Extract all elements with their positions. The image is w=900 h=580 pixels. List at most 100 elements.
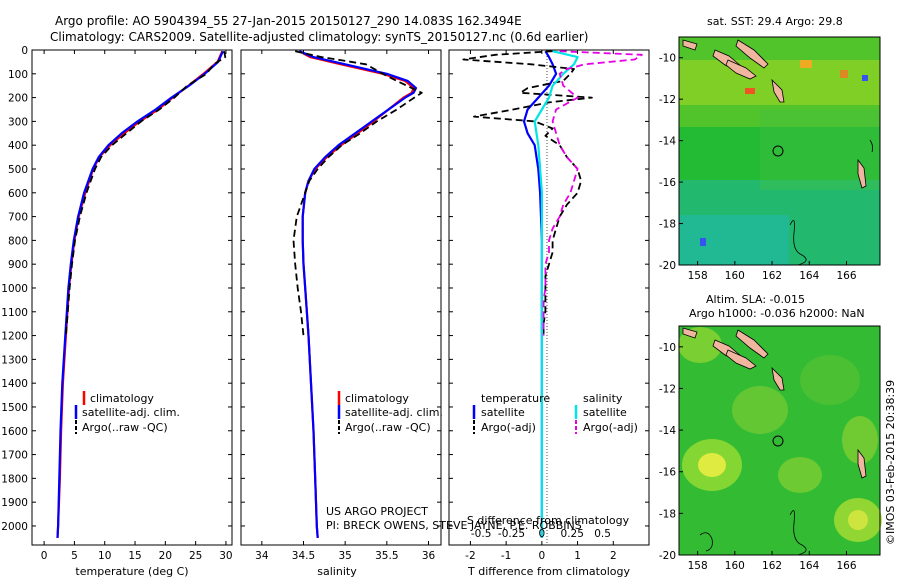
map-x-tick-label: 162 [762,560,782,572]
island-shape [857,158,867,189]
depth-tick-label: 1200 [1,331,28,343]
difference-panel [462,50,643,538]
sla-map-title-1: Altim. SLA: -0.015 [706,293,805,306]
t-difference-x-ticks: -2 -1 0 1 2 [465,50,617,562]
salinity-panel-frame [240,49,442,546]
series-line-climatology [56,50,224,538]
map-y-tick-label: -16 [659,467,676,479]
x-tick-label: 35.5 [375,550,398,562]
map-x-tick-label: 160 [725,560,745,572]
x2-tick-label: 0.25 [561,528,584,540]
series-line-argo-raw-qc [65,51,227,336]
island-shape [735,39,769,69]
map-x-tick-label: 158 [688,560,708,572]
sst-map [679,37,880,266]
island-shape [682,327,698,339]
x-tick-label: 1 [574,550,581,562]
x-tick-label: 20 [159,550,172,562]
sla-map-title-2: Argo h1000: -0.036 h2000: NaN [689,307,865,320]
x-tick-label: 0 [41,550,48,562]
legend-label-satellite: satellite-adj. clim. [345,406,443,419]
depth-tick-label: 1700 [1,450,28,462]
temperature-x-ticks: 0 5 10 15 20 25 30 [41,50,233,562]
difference-panel-frame [448,49,650,546]
island-shape [725,349,757,370]
depth-tick-label: 300 [8,116,28,128]
map-y-tick-label: -10 [659,53,676,65]
reef-outline [869,139,874,153]
map-y-tick-label: -14 [659,425,676,437]
series-line-satellite-adj-clim [298,50,418,538]
depth-tick-label: 800 [8,235,28,247]
x2-tick-label: 0.5 [594,528,611,540]
legend-title-temperature: temperature [481,392,550,405]
map-x-tick-label: 164 [799,560,819,572]
salinity-x-ticks: 34 34.5 35 35.5 36 [255,50,435,562]
island-shape [725,59,757,80]
header-line-1: Argo profile: AO 5904394_55 27-Jan-2015 … [55,14,522,28]
map-y-tick-label: -18 [659,508,676,520]
x-tick-label: 25 [189,550,202,562]
difference-legend: temperature salinity satellite Argo(-adj… [472,392,638,434]
map-y-tick-label: -12 [659,383,676,395]
legend-label-s-argo: Argo(-adj) [583,421,638,434]
x-tick-label: 2 [610,550,617,562]
salinity-legend: climatology satellite-adj. clim. Argo(..… [337,391,443,434]
x2-tick-label: 0 [539,528,546,540]
depth-tick-label: 700 [8,212,28,224]
sst-map-ticks: 158 160 162 164 166 -10 -12 -14 -16 -18 -20 [659,53,857,282]
argo-position-marker [772,435,784,447]
legend-label-t-satellite: satellite [481,406,525,419]
legend-label-s-satellite: satellite [583,406,627,419]
depth-axis: 0 100 200 300 400 500 600 700 800 900 1000 1100 1200… [1,45,649,533]
x-tick-label: 15 [128,550,141,562]
depth-tick-label: 1800 [1,473,28,485]
map-x-tick-label: 164 [799,270,819,282]
salinity-panel [292,50,423,538]
map-y-tick-label: -20 [659,550,676,562]
x-tick-label: -2 [465,550,475,562]
legend-label-satellite: satellite-adj. clim. [82,406,180,419]
depth-tick-label: 0 [21,45,28,57]
sla-map-ticks: 158 160 162 164 166 -10 -12 -14 -16 -18 -20 [659,342,857,572]
series-line-climatology [298,50,415,538]
header-line-2: Climatology: CARS2009. Satellite-adjuste… [50,30,588,44]
series-line-argo-raw-qc [292,50,423,336]
x-tick-label: 35 [338,550,351,562]
depth-tick-label: 1400 [1,378,28,390]
depth-tick-label: 600 [8,188,28,200]
s-difference-x-label: S difference from climatology [467,514,630,527]
x2-tick-label: -0.25 [498,528,525,540]
map-y-tick-label: -14 [659,136,676,148]
x-tick-label: 34.5 [292,550,315,562]
legend-label-argo: Argo(..raw -QC) [345,421,431,434]
t-difference-x-label: T difference from climatology [467,565,630,578]
sst-map-title: sat. SST: 29.4 Argo: 29.8 [707,15,843,28]
temperature-x-label: temperature (deg C) [75,565,188,578]
depth-tick-label: 100 [8,69,28,81]
x-tick-label: 30 [219,550,232,562]
depth-tick-label: 200 [8,93,28,105]
series-line-argo-adj [542,50,643,336]
legend-label-argo: Argo(..raw -QC) [82,421,168,434]
depth-tick-label: 1900 [1,497,28,509]
depth-tick-label: 1000 [1,283,28,295]
depth-tick-label: 900 [8,259,28,271]
island-shape [857,448,867,479]
temperature-legend: climatology satellite-adj. clim. Argo(..… [74,391,180,434]
map-y-tick-label: -18 [659,219,676,231]
map-x-tick-label: 166 [836,270,856,282]
project-annotation: US ARGO PROJECT [326,505,428,518]
depth-tick-label: 2000 [1,521,28,533]
island-shape [771,366,785,391]
temperature-panel [56,50,227,538]
depth-tick-label: 1600 [1,426,28,438]
sst-map-frame [678,36,881,266]
x-tick-label: 34 [255,550,269,562]
legend-label-climatology: climatology [90,392,154,405]
x-tick-label: 10 [98,550,111,562]
island-shape [771,78,785,103]
depth-tick-label: 1500 [1,402,28,414]
s-difference-x-ticks: -0.5 -0.25 0 0.25 0.5 [471,528,611,540]
